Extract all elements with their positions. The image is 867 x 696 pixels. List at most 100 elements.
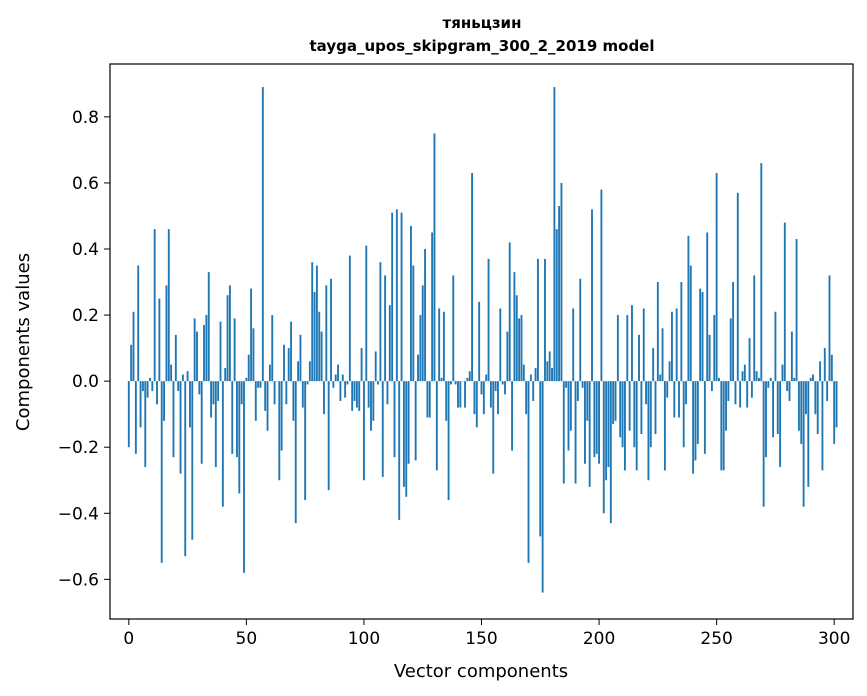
- bar: [536, 258, 539, 382]
- bar: [562, 381, 565, 484]
- bar: [755, 371, 758, 382]
- bar: [729, 318, 732, 382]
- bar-series: [127, 87, 838, 593]
- bar: [236, 381, 238, 458]
- bar: [649, 381, 652, 448]
- bar: [165, 285, 168, 382]
- bar: [835, 381, 838, 428]
- bar: [153, 229, 156, 382]
- bar: [720, 381, 723, 471]
- bar: [421, 285, 424, 382]
- bar: [189, 381, 191, 428]
- bar: [417, 354, 419, 382]
- bar: [713, 315, 716, 382]
- bar: [595, 381, 598, 454]
- bar: [518, 318, 521, 382]
- bar: [482, 381, 485, 415]
- bar: [174, 334, 177, 382]
- bar: [144, 381, 147, 468]
- bar: [553, 87, 556, 382]
- bar: [640, 381, 643, 434]
- bar: [776, 381, 779, 434]
- x-tick-label: 50: [236, 629, 258, 649]
- bar: [167, 229, 170, 382]
- bar: [337, 364, 340, 382]
- chart-subtitle: tayga_upos_skipgram_300_2_2019 model: [310, 37, 655, 55]
- y-tick-label: −0.4: [58, 504, 99, 524]
- x-tick-label: 300: [818, 629, 850, 649]
- bar: [348, 255, 351, 382]
- bar: [149, 377, 151, 382]
- bar: [243, 381, 245, 573]
- bar: [647, 381, 650, 481]
- bar: [600, 189, 603, 382]
- bar: [605, 381, 608, 481]
- bar: [257, 381, 260, 388]
- x-tick-label: 150: [465, 629, 497, 649]
- bar: [795, 239, 798, 382]
- bar: [283, 344, 285, 382]
- bar: [513, 272, 516, 382]
- bar: [315, 265, 318, 382]
- bar: [480, 381, 483, 395]
- bar: [746, 381, 749, 408]
- bar: [485, 374, 488, 382]
- y-tick-label: 0.6: [72, 174, 99, 194]
- bar: [137, 265, 140, 382]
- bar: [323, 381, 325, 415]
- bar: [297, 361, 300, 382]
- bar: [273, 381, 276, 405]
- bar: [779, 381, 782, 468]
- bar: [428, 381, 431, 418]
- bar: [224, 367, 227, 382]
- y-axis-label: Components values: [13, 253, 34, 431]
- bar: [687, 235, 690, 382]
- bar: [515, 295, 518, 382]
- bar: [381, 381, 384, 477]
- bar: [797, 381, 800, 431]
- bar: [694, 381, 697, 461]
- bar: [405, 381, 408, 497]
- bar: [454, 381, 457, 385]
- y-tick-label: 0.8: [72, 108, 99, 128]
- bar: [459, 381, 462, 408]
- bar: [743, 364, 746, 382]
- bar: [210, 381, 213, 418]
- y-tick-label: 0.4: [72, 240, 99, 260]
- bar: [372, 381, 375, 421]
- bar: [231, 381, 234, 454]
- bar: [805, 381, 807, 415]
- bar: [800, 381, 803, 444]
- bar: [511, 381, 514, 451]
- bar: [301, 381, 304, 408]
- bar: [762, 381, 765, 507]
- bar: [614, 381, 617, 421]
- bar: [384, 275, 387, 382]
- bar: [739, 381, 742, 408]
- bar: [170, 364, 173, 382]
- bar: [330, 278, 332, 382]
- bar: [325, 285, 328, 382]
- bar: [487, 258, 490, 382]
- bar: [635, 381, 638, 471]
- bar: [588, 381, 591, 487]
- bar: [221, 381, 224, 507]
- bar: [790, 331, 793, 382]
- bar: [466, 377, 469, 382]
- bar: [602, 381, 605, 514]
- bar: [341, 374, 344, 382]
- bar: [565, 381, 568, 388]
- bar: [398, 381, 401, 520]
- bar: [146, 381, 149, 398]
- bar: [438, 308, 441, 382]
- bar: [812, 374, 814, 382]
- bar: [433, 133, 436, 382]
- bar: [445, 381, 448, 421]
- bar: [783, 222, 786, 382]
- bar: [156, 381, 158, 405]
- bar: [259, 381, 262, 388]
- y-tick-label: 0.0: [72, 372, 99, 392]
- bar: [370, 381, 372, 431]
- bar: [442, 311, 445, 382]
- x-tick-label: 0: [123, 629, 134, 649]
